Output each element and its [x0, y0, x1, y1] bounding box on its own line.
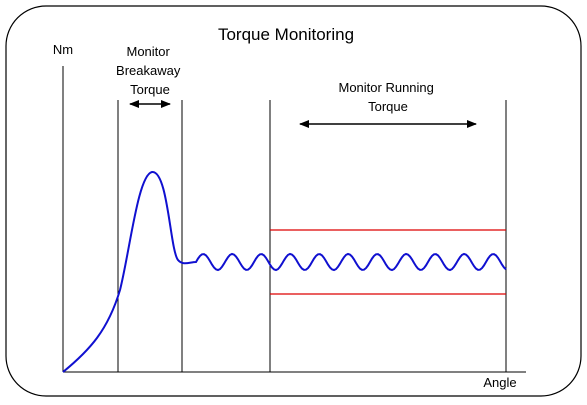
label-line: Monitor Running: [338, 80, 433, 95]
y-axis-label: Nm: [53, 42, 73, 57]
label-line: Breakaway: [116, 63, 181, 78]
frame: [5, 5, 582, 397]
guides: [62, 66, 526, 373]
label-line: Torque: [368, 99, 408, 114]
running-label: Monitor Running Torque: [338, 80, 437, 114]
label-line: Torque: [130, 82, 170, 97]
x-axis-label: Angle: [483, 375, 516, 390]
breakaway-label: Monitor Breakaway Torque: [116, 44, 184, 97]
label-line: Monitor: [127, 44, 171, 59]
title: Torque Monitoring: [218, 25, 354, 44]
torque-curve: [62, 171, 507, 373]
